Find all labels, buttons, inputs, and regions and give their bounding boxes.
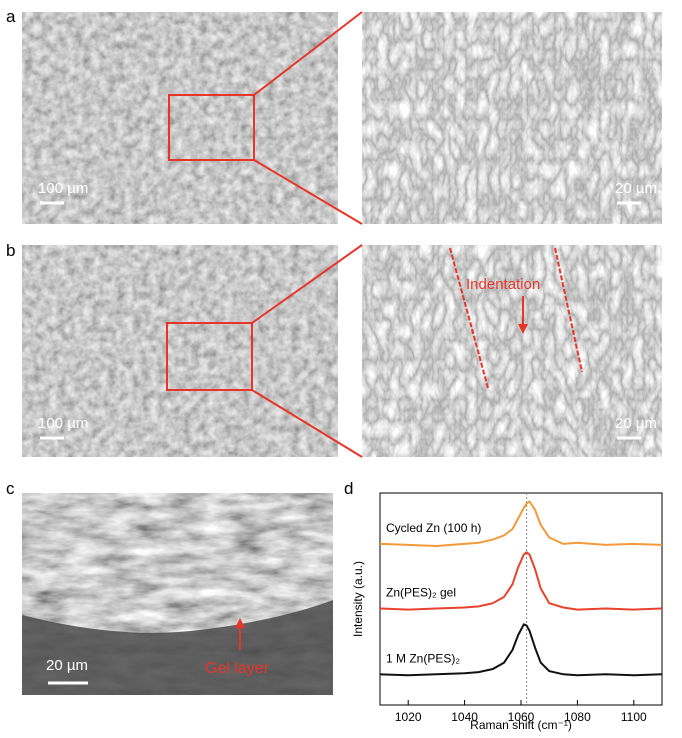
annotation: Gel layer — [205, 660, 270, 677]
sem-image — [362, 245, 662, 457]
scale-label: 20 µm — [46, 657, 88, 674]
zoom-line — [251, 244, 363, 324]
arrow-head — [518, 324, 528, 334]
panel-letter: a — [6, 7, 16, 26]
sem-image — [362, 12, 662, 224]
scale-label: 20 µm — [615, 180, 657, 197]
indent-edge — [449, 247, 489, 389]
series-label: 1 M Zn(PES)₂ — [386, 651, 460, 665]
zoom-line — [253, 159, 363, 225]
zoom-line — [253, 11, 363, 96]
x-axis-label: Raman shift (cm⁻¹) — [470, 718, 572, 732]
panel-letter: d — [344, 479, 353, 498]
annotation: Indentation — [466, 276, 540, 293]
series-line — [379, 551, 663, 611]
scale-label: 100 µm — [38, 415, 88, 432]
x-tick-label: 1020 — [395, 710, 422, 724]
scale-label: 100 µm — [38, 180, 88, 197]
sem-image — [22, 245, 338, 457]
indent-edge — [554, 247, 583, 373]
panel-letter: b — [6, 241, 15, 260]
x-tick-label: 1100 — [621, 710, 647, 724]
x-tick-label: 1080 — [564, 710, 591, 724]
zoom-line — [251, 389, 363, 458]
scale-label: 20 µm — [615, 415, 657, 432]
series-line — [379, 623, 663, 677]
series-label: Zn(PES)₂ gel — [386, 586, 456, 600]
arrow-head — [235, 618, 245, 628]
zoom-box — [166, 322, 253, 391]
panel-letter: c — [6, 479, 15, 498]
y-axis-label: Intensity (a.u.) — [351, 561, 365, 637]
series-label: Cycled Zn (100 h) — [386, 521, 481, 535]
x-tick-label: 1040 — [451, 710, 478, 724]
sem-image — [22, 12, 338, 224]
series-line — [379, 500, 663, 548]
substrate — [22, 600, 333, 695]
x-tick-label: 1060 — [508, 710, 535, 724]
zoom-box — [168, 94, 255, 161]
